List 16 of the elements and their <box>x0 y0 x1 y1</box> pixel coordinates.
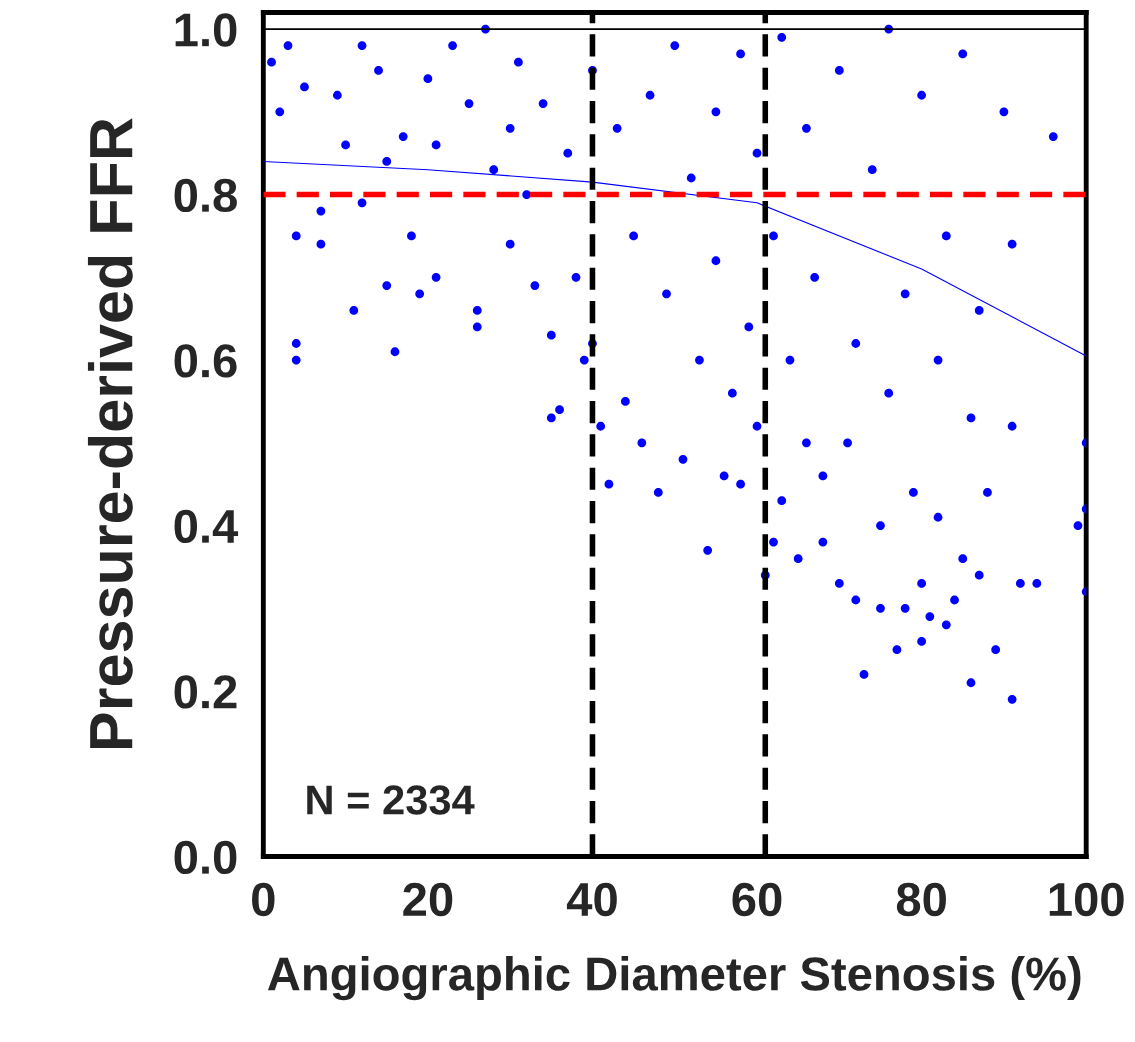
y-axis-title: Pressure-derived FFR <box>87 118 133 748</box>
y-tick-label: 0.4 <box>174 509 239 544</box>
y-tick-label: 0.8 <box>174 178 237 213</box>
x-tick-label: 40 <box>566 882 617 917</box>
line-series <box>263 160 1087 357</box>
annotation: N = 2334 <box>307 785 475 815</box>
x-tick-label: 100 <box>1049 882 1124 917</box>
x-axis-title: Angiographic Diameter Stenosis (%) <box>267 956 1081 1001</box>
y-tick-label: 0.2 <box>174 675 237 709</box>
x-tick-label: 60 <box>732 882 782 917</box>
y-tick-label: 0.0 <box>174 840 237 875</box>
x-tick-label: 0 <box>252 882 275 917</box>
y-tick-label: 1.0 <box>175 13 237 47</box>
y-tick-label: 0.6 <box>174 344 237 378</box>
x-tick-label: 20 <box>403 882 453 917</box>
x-tick-label: 80 <box>896 882 946 917</box>
